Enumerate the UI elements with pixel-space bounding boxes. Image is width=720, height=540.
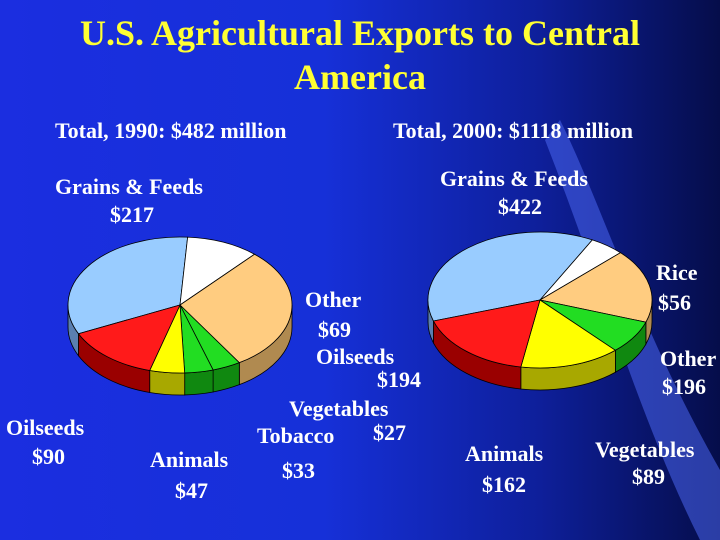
pie-0-slice-1 [179,236,256,306]
label-tobacco-value: $27 [373,420,406,445]
label-animals-1990: Animals [150,447,229,472]
pie-1-slice-0 [427,231,594,322]
label-other-1990: Other [305,287,362,312]
pie-1 [427,231,653,391]
label-other-2000: Other [660,346,717,371]
pie-0-slice-6 [77,304,181,371]
label-animals-1990-value: $47 [175,478,208,503]
label-grains-2000-value: $422 [498,194,542,219]
label-grains-2000: Grains & Feeds [440,166,588,191]
pie-1-slice-2 [538,252,653,323]
total-1990: Total, 1990: $482 million [55,118,287,143]
label-animals-2000-value: $162 [482,472,526,497]
title-line-1: U.S. Agricultural Exports to Central [80,13,640,53]
label-tobacco: Tobacco [257,423,335,448]
label-oilseeds-mid-value: $194 [377,367,421,392]
pie-1-slice-5 [432,299,541,368]
label-grains-1990: Grains & Feeds [55,174,203,199]
label-oilseeds-mid: Oilseeds [316,344,395,369]
label-vegetables-1990: Vegetables [289,396,389,421]
pie-1-slice-4 [520,299,617,369]
pie-0-slice-0 [67,236,189,335]
label-grains-1990-value: $217 [110,202,154,227]
label-oilseeds-1990-value: $90 [32,444,65,469]
label-rice-value: $56 [658,290,691,315]
pie-0-side-4 [184,369,214,396]
title-line-2: America [294,57,426,97]
label-other-1990-value: $69 [318,317,351,342]
label-vegetables-2000-value: $89 [632,464,665,489]
total-2000: Total, 2000: $1118 million [393,118,634,143]
label-rice: Rice [656,260,698,285]
label-animals-2000: Animals [465,441,544,466]
label-other-2000-value: $196 [662,374,706,399]
label-oilseeds-1990: Oilseeds [6,415,85,440]
pie-0-slice-2 [179,253,293,364]
label-animals-mid-value: $33 [282,458,315,483]
pie-0 [67,236,293,396]
label-vegetables-2000: Vegetables [595,437,695,462]
pie-0-side-5 [149,369,186,396]
